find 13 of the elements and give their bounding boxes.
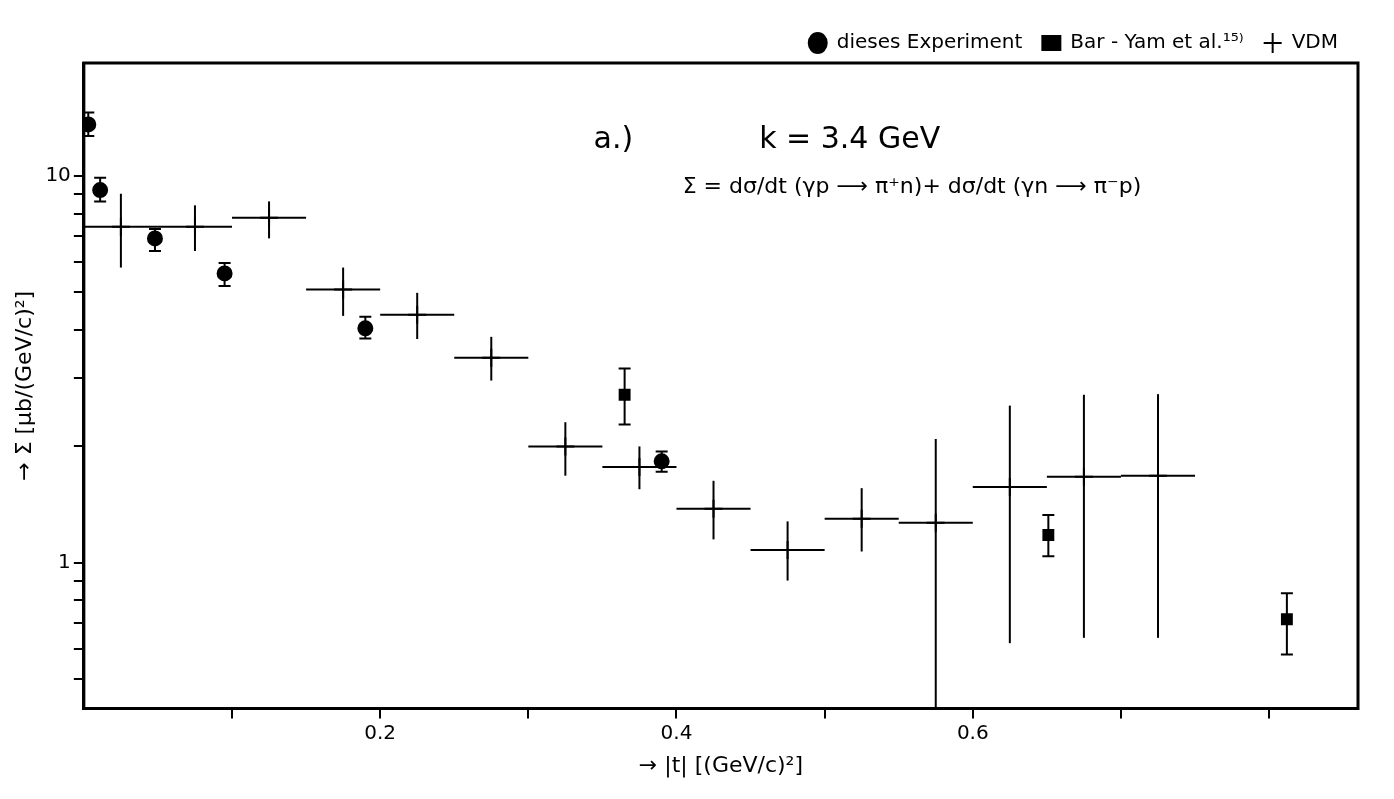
y-axis-title: → Σ [μb/(GeV/c)²]	[10, 290, 36, 481]
legend-label: VDM	[1291, 29, 1339, 54]
annotation: k = 3.4 GeV	[759, 120, 941, 155]
x-axis-title: → |t| [(GeV/c)²]	[638, 751, 804, 778]
annotation: Σ = dσ/dt (γp ⟶ π⁺n)+ dσ/dt (γn ⟶ π⁻p)	[682, 173, 1142, 198]
y-tick-label: 10	[45, 162, 71, 187]
legend-label: dieses Experiment	[836, 29, 1023, 54]
annotation: a.)	[593, 120, 634, 155]
x-tick-label: 0.4	[660, 719, 693, 744]
legend-label: Bar - Yam et al.¹⁵⁾	[1070, 29, 1244, 54]
y-tick-label: 1	[58, 549, 71, 574]
x-tick-label: 0.2	[364, 719, 397, 744]
x-tick-label: 0.6	[956, 719, 989, 744]
